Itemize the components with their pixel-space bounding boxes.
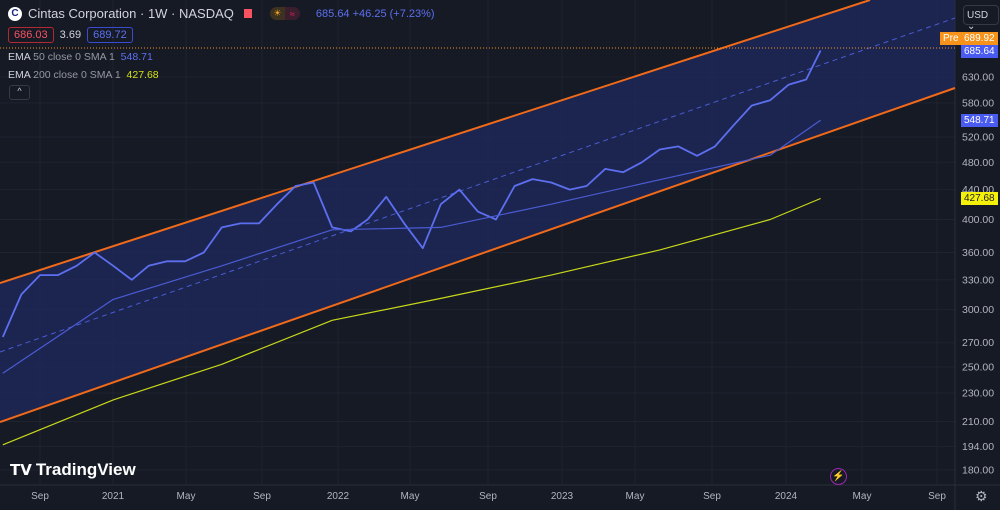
price-line bbox=[1, 50, 822, 338]
spread: 3.69 bbox=[59, 29, 82, 41]
flag-icon[interactable] bbox=[243, 9, 252, 18]
pre-market-price-tag: 689.92 bbox=[961, 32, 998, 45]
indicator-name: EMA bbox=[8, 69, 31, 81]
y-tick-label: 194.00 bbox=[962, 441, 994, 453]
channel-upper-line bbox=[0, 0, 871, 284]
x-tick-label: Sep bbox=[253, 491, 271, 502]
symbol-title[interactable]: Cintas Corporation · 1W · NASDAQ bbox=[28, 6, 234, 21]
x-tick-label: Sep bbox=[703, 491, 721, 502]
y-tick-label: 270.00 bbox=[962, 337, 994, 349]
y-tick-label: 250.00 bbox=[962, 361, 994, 373]
indicator-ema200[interactable]: EMA 200 close 0 SMA 1 427.68 bbox=[8, 69, 159, 81]
x-tick-label: May bbox=[626, 491, 645, 502]
company-logo: C bbox=[8, 6, 22, 21]
ema50-price-tag: 548.71 bbox=[961, 114, 998, 127]
y-tick-label: 230.00 bbox=[962, 387, 994, 399]
ema200-price-tag: 427.68 bbox=[961, 192, 998, 205]
x-tick-label: 2022 bbox=[327, 491, 350, 502]
brand-name: TradingView bbox=[35, 460, 136, 479]
wave-icon: ≈ bbox=[284, 7, 300, 20]
symbol-header: C Cintas Corporation · 1W · NASDAQ ☀ ≈ 68… bbox=[8, 6, 435, 21]
indicator-name: EMA bbox=[8, 51, 31, 63]
x-tick-label: May bbox=[853, 491, 872, 502]
quote-change: 685.64 +46.25 (+7.23%) bbox=[315, 7, 435, 20]
market-status-badge[interactable]: ☀ ≈ bbox=[269, 7, 300, 20]
channel-lower-line bbox=[0, 87, 956, 423]
x-tick-label: 2024 bbox=[775, 491, 798, 502]
x-tick-label: May bbox=[401, 491, 420, 502]
y-tick-label: 580.00 bbox=[962, 97, 994, 109]
channel-median-line bbox=[0, 17, 956, 353]
y-tick-label: 330.00 bbox=[962, 274, 994, 286]
indicator-ema50[interactable]: EMA 50 close 0 SMA 1 548.71 bbox=[8, 51, 153, 63]
pre-market-label: Pre bbox=[940, 32, 962, 45]
indicator-params: 50 close 0 SMA 1 bbox=[33, 51, 115, 63]
indicator-params: 200 close 0 SMA 1 bbox=[33, 69, 121, 81]
indicator-value: 427.68 bbox=[126, 69, 159, 81]
indicator-value: 548.71 bbox=[120, 51, 153, 63]
x-tick-label: Sep bbox=[928, 491, 946, 502]
y-tick-label: 400.00 bbox=[962, 214, 994, 226]
y-tick-label: 180.00 bbox=[962, 464, 994, 476]
y-tick-label: 300.00 bbox=[962, 304, 994, 316]
last-price-tag: 685.64 bbox=[961, 45, 998, 58]
settings-icon[interactable]: ⚙ bbox=[975, 488, 988, 504]
x-tick-label: 2021 bbox=[102, 491, 125, 502]
lightning-icon[interactable]: ⚡ bbox=[830, 468, 847, 485]
sun-icon: ☀ bbox=[269, 7, 285, 20]
y-tick-label: 360.00 bbox=[962, 247, 994, 259]
y-tick-label: 630.00 bbox=[962, 72, 994, 84]
y-tick-label: 210.00 bbox=[962, 416, 994, 428]
x-tick-label: May bbox=[177, 491, 196, 502]
collapse-indicators-button[interactable]: ^ bbox=[9, 85, 30, 100]
x-tick-label: Sep bbox=[479, 491, 497, 502]
x-tick-label: Sep bbox=[31, 491, 49, 502]
buy-button[interactable]: 689.72 bbox=[87, 27, 133, 43]
sell-button[interactable]: 686.03 bbox=[8, 27, 54, 43]
x-tick-label: 2023 bbox=[551, 491, 574, 502]
y-tick-label: 480.00 bbox=[962, 157, 994, 169]
currency-select[interactable]: USD ⌄ bbox=[963, 5, 999, 32]
y-tick-label: 520.00 bbox=[962, 132, 994, 144]
tv-logo-icon: 𝗧𝗩 bbox=[10, 462, 32, 479]
tradingview-logo[interactable]: 𝗧𝗩 TradingView bbox=[10, 460, 136, 480]
